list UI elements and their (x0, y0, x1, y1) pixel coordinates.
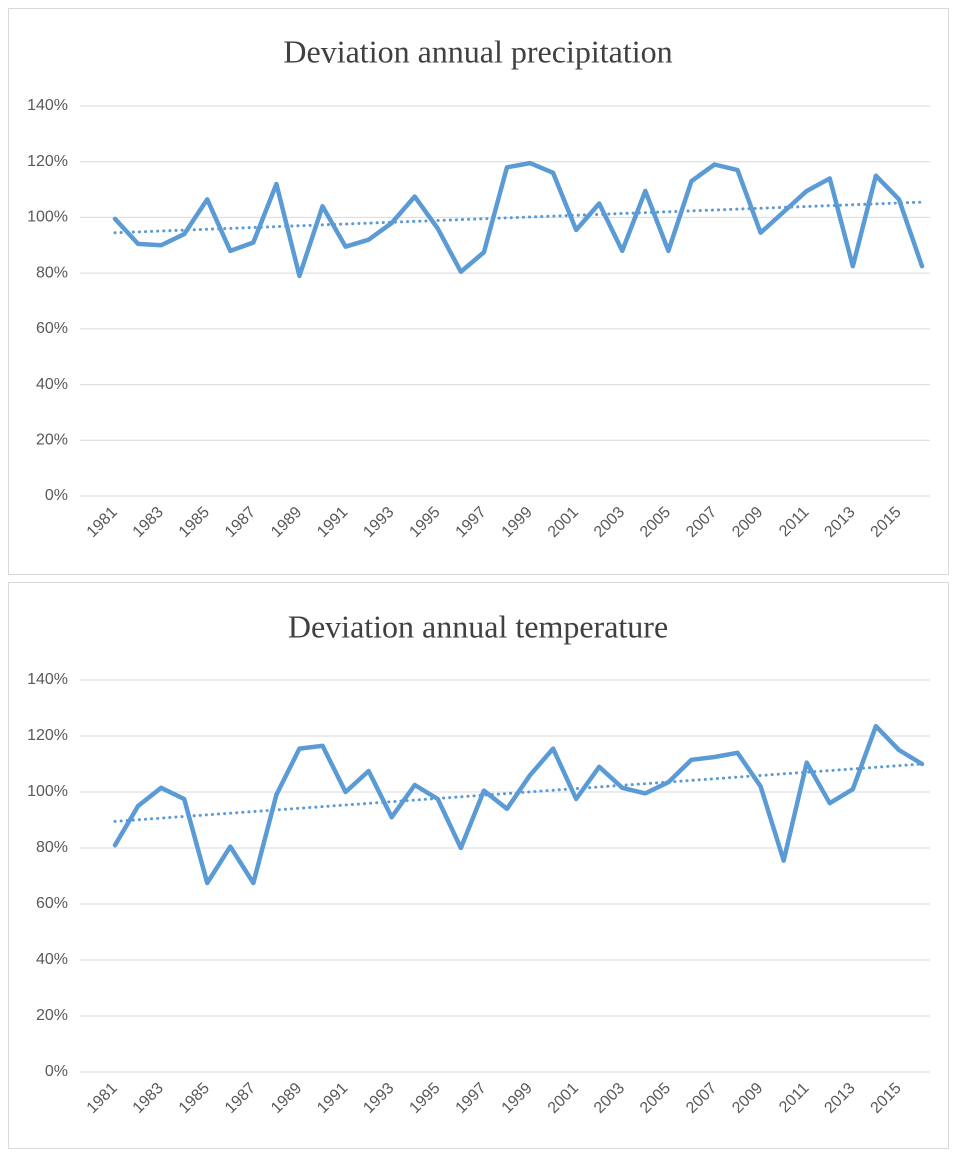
x-tick-label: 1989 (268, 1080, 305, 1117)
x-tick-label: 1993 (360, 1080, 397, 1117)
y-tick-label: 100% (27, 209, 68, 226)
y-tick-label: 140% (27, 671, 68, 688)
y-tick-label: 40% (36, 951, 68, 968)
y-tick-label: 80% (36, 264, 68, 281)
x-tick-label: 1991 (314, 504, 351, 541)
y-tick-label: 0% (45, 487, 68, 504)
x-tick-label: 1987 (222, 504, 259, 541)
y-tick-label: 60% (36, 895, 68, 912)
trend-line (113, 200, 924, 235)
x-tick-label: 1997 (453, 1080, 490, 1117)
chart-title: Deviation annual temperature (288, 608, 668, 644)
y-tick-label: 40% (36, 376, 68, 393)
y-tick-label: 0% (45, 1063, 68, 1080)
x-tick-label: 2009 (729, 1080, 766, 1117)
x-tick-label: 1999 (499, 504, 536, 541)
x-tick-label: 1991 (314, 1080, 351, 1117)
x-tick-label: 2015 (868, 1080, 905, 1117)
y-tick-label: 80% (36, 839, 68, 856)
x-tick-label: 1989 (268, 504, 305, 541)
chart-title: Deviation annual precipitation (283, 33, 672, 69)
x-tick-label: 1995 (406, 1080, 443, 1117)
x-tick-label: 2003 (591, 504, 628, 541)
x-tick-label: 1999 (499, 1080, 536, 1117)
x-tick-label: 2001 (545, 1080, 582, 1117)
x-tick-label: 1997 (453, 504, 490, 541)
x-tick-label: 2011 (776, 504, 812, 540)
y-tick-label: 100% (27, 783, 68, 800)
x-tick-label: 1985 (176, 504, 213, 541)
y-tick-label: 120% (27, 727, 68, 744)
y-tick-label: 60% (36, 320, 68, 337)
x-tick-label: 2009 (729, 504, 766, 541)
trend-line (113, 762, 924, 823)
data-line (112, 723, 925, 886)
x-tick-label: 2007 (683, 1080, 720, 1117)
x-tick-label: 1985 (176, 1080, 213, 1117)
data-line (112, 160, 925, 279)
x-tick-label: 1983 (130, 504, 167, 541)
x-tick-label: 2005 (637, 504, 674, 541)
x-tick-label: 1987 (222, 1080, 259, 1117)
y-tick-label: 120% (27, 153, 68, 170)
x-tick-label: 2015 (868, 504, 905, 541)
x-tick-label: 1993 (360, 504, 397, 541)
chart-frame (8, 582, 949, 1149)
chart-frame (8, 8, 949, 575)
x-tick-label: 2001 (545, 504, 582, 541)
y-tick-label: 140% (27, 97, 68, 114)
x-tick-label: 2007 (683, 504, 720, 541)
x-tick-label: 2013 (821, 504, 858, 541)
x-tick-label: 2003 (591, 1080, 628, 1117)
x-tick-label: 2005 (637, 1080, 674, 1117)
y-tick-label: 20% (36, 432, 68, 449)
x-tick-label: 1981 (84, 1080, 121, 1117)
x-tick-label: 1995 (406, 504, 443, 541)
x-tick-label: 1983 (130, 1080, 167, 1117)
x-tick-label: 1981 (84, 504, 121, 541)
x-tick-label: 2013 (821, 1080, 858, 1117)
x-tick-label: 2011 (776, 1080, 812, 1116)
y-tick-label: 20% (36, 1007, 68, 1024)
